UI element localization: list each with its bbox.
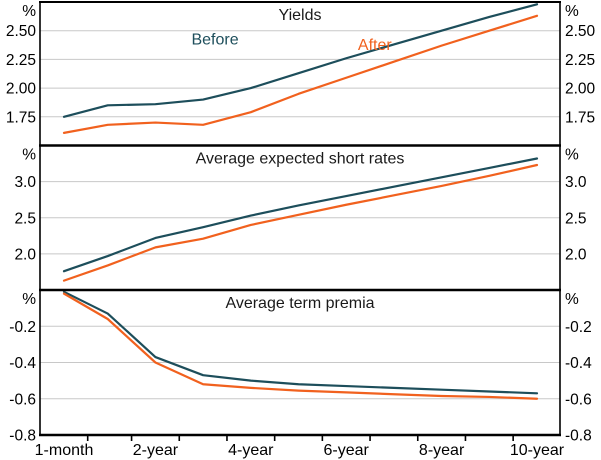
xtick-label: 1-month bbox=[35, 442, 94, 459]
series-line-after bbox=[62, 14, 539, 134]
unit-label-right: % bbox=[565, 291, 579, 308]
ytick-label-right: -0.8 bbox=[565, 428, 592, 445]
xtick-label: 4-year bbox=[228, 442, 274, 459]
ytick-label-right: 2.50 bbox=[565, 23, 596, 40]
ytick-label-left: -0.8 bbox=[9, 428, 36, 445]
series-line-before bbox=[62, 157, 539, 273]
series-label-after: After bbox=[358, 37, 392, 54]
series-line-before bbox=[62, 3, 539, 118]
panel-title: Average expected short rates bbox=[196, 151, 405, 168]
ytick-label-right: 2.25 bbox=[565, 52, 595, 69]
ytick-label-left: 2.25 bbox=[6, 52, 36, 69]
series-line-after bbox=[62, 292, 539, 400]
ytick-label-left: -0.6 bbox=[9, 391, 36, 408]
ytick-label-right: -0.2 bbox=[565, 319, 592, 336]
panel-title: Yields bbox=[279, 7, 322, 24]
series-line-before bbox=[62, 290, 539, 395]
ytick-label-right: -0.4 bbox=[565, 355, 592, 372]
series-line-after bbox=[62, 163, 539, 282]
unit-label-left: % bbox=[22, 3, 36, 20]
xtick-label: 8-year bbox=[419, 442, 465, 459]
ytick-label-left: 1.75 bbox=[6, 109, 36, 126]
xtick-label: 2-year bbox=[133, 442, 179, 459]
ytick-label-right: -0.6 bbox=[565, 391, 592, 408]
unit-label-right: % bbox=[565, 3, 579, 20]
series-label-before: Before bbox=[191, 31, 238, 48]
ytick-label-left: -0.4 bbox=[9, 355, 36, 372]
ytick-label-left: 2.00 bbox=[6, 81, 37, 98]
ytick-label-right: 1.75 bbox=[565, 109, 595, 126]
unit-label-left: % bbox=[22, 291, 36, 308]
ytick-label-left: 3.0 bbox=[14, 174, 36, 191]
ytick-label-right: 2.0 bbox=[565, 246, 587, 263]
unit-label-left: % bbox=[22, 147, 36, 164]
xtick-label: 6-year bbox=[324, 442, 370, 459]
ytick-label-right: 3.0 bbox=[565, 174, 587, 191]
ytick-label-right: 2.5 bbox=[565, 210, 587, 227]
panel-title: Average term premia bbox=[225, 295, 374, 312]
ytick-label-left: 2.50 bbox=[6, 23, 37, 40]
ytick-label-left: 2.5 bbox=[14, 210, 36, 227]
xtick-label: 10-year bbox=[510, 442, 565, 459]
unit-label-right: % bbox=[565, 147, 579, 164]
ytick-label-left: 2.0 bbox=[14, 246, 36, 263]
ytick-label-right: 2.00 bbox=[565, 81, 596, 98]
ytick-label-left: -0.2 bbox=[9, 319, 36, 336]
